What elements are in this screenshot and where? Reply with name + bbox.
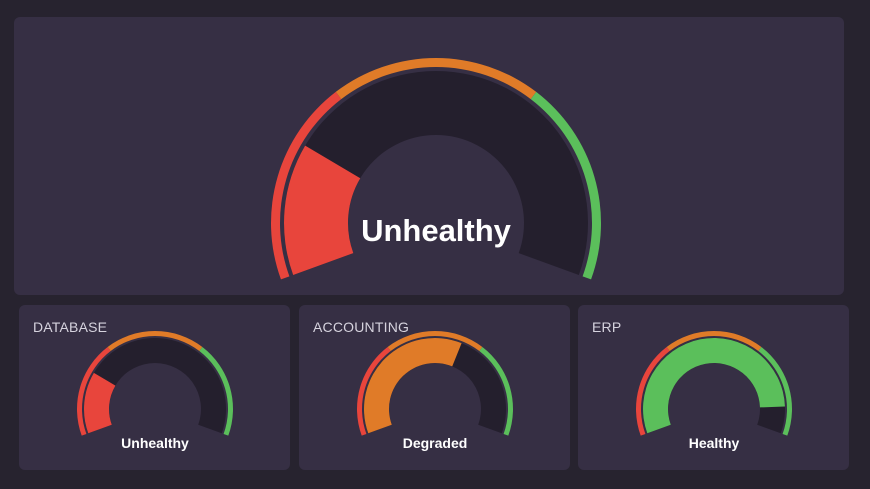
database-gauge: Unhealthy — [77, 331, 233, 451]
main-gauge: Unhealthy — [270, 58, 601, 280]
database-gauge-value-fill — [84, 372, 116, 434]
erp-gauge-zone-degraded — [666, 331, 762, 352]
erp-gauge-zone-healthy — [758, 347, 792, 436]
main-gauge-zone-healthy — [530, 91, 601, 280]
main-gauge-track — [283, 70, 588, 275]
card-accounting[interactable]: ACCOUNTING Degraded — [299, 305, 570, 470]
card-erp[interactable]: ERP Healthy — [578, 305, 849, 470]
database-gauge-zone-healthy — [199, 347, 233, 436]
database-gauge-status: Unhealthy — [121, 435, 189, 451]
card-database[interactable]: DATABASE Unhealthy — [19, 305, 290, 470]
erp-gauge-status: Healthy — [689, 435, 740, 451]
accounting-gauge: Degraded — [357, 331, 513, 451]
main-gauge-status: Unhealthy — [361, 213, 512, 248]
accounting-gauge-zone-healthy — [479, 347, 513, 436]
main-gauge-zone-unhealthy — [270, 91, 342, 280]
card-title-accounting: ACCOUNTING — [313, 319, 410, 335]
accounting-gauge-status: Degraded — [403, 435, 468, 451]
accounting-gauge-zone-unhealthy — [357, 347, 391, 436]
accounting-gauge-value-fill — [364, 338, 462, 434]
main-gauge-value-fill — [284, 145, 361, 275]
card-title-erp: ERP — [592, 319, 622, 335]
database-gauge-zone-unhealthy — [77, 347, 111, 436]
accounting-gauge-zone-degraded — [387, 331, 483, 352]
erp-gauge: Healthy — [636, 331, 792, 451]
card-title-database: DATABASE — [33, 319, 108, 335]
database-gauge-track — [83, 338, 226, 434]
main-gauge-zone-degraded — [335, 58, 537, 100]
database-gauge-zone-degraded — [107, 331, 203, 352]
main-gauge-panel: Unhealthy — [14, 17, 844, 295]
erp-gauge-value-fill — [643, 337, 785, 434]
erp-gauge-zone-unhealthy — [636, 347, 670, 436]
